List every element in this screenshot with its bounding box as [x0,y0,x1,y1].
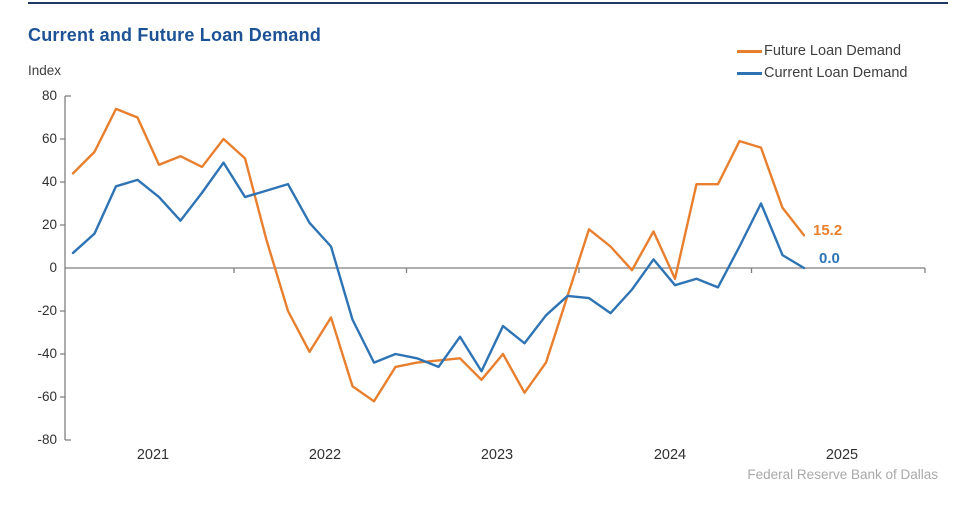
top-rule [28,2,948,4]
current-loan-demand-line [71,161,806,373]
x-tick-label: 2024 [653,447,687,463]
y-tick-label: 0 [49,260,57,275]
y-tick-label: -40 [37,346,57,361]
y-axis-unit-label: Index [28,63,62,78]
y-tick-label: 20 [41,217,57,232]
y-tick-label: -80 [37,432,57,447]
y-tick-label: -20 [37,303,57,318]
x-tick-label: 2021 [136,447,170,463]
legend-item-current: Current Loan Demand [737,62,907,84]
future-end-value-label: 15.2 [813,222,843,239]
chart-title: Current and Future Loan Demand [28,25,322,45]
legend-label-current: Current Loan Demand [764,65,908,81]
y-tick-label: -60 [37,389,57,404]
y-tick-label: 40 [41,174,57,189]
x-tick-label: 2023 [480,447,514,463]
x-tick-label: 2025 [825,447,859,463]
legend-item-future: Future Loan Demand [737,40,907,62]
x-tick-label: 2022 [308,447,342,463]
legend-label-future: Future Loan Demand [764,43,902,59]
legend: Future Loan Demand Current Loan Demand [737,40,907,84]
axes [60,95,926,441]
y-tick-label: 80 [41,88,57,103]
future-loan-demand-swatch [737,49,762,53]
current-loan-demand-swatch [737,71,762,75]
source-attribution: Federal Reserve Bank of Dallas [747,467,938,482]
y-tick-label: 60 [41,131,57,146]
future-loan-demand-line [71,107,806,403]
current-end-value-label: 0.0 [819,250,840,267]
